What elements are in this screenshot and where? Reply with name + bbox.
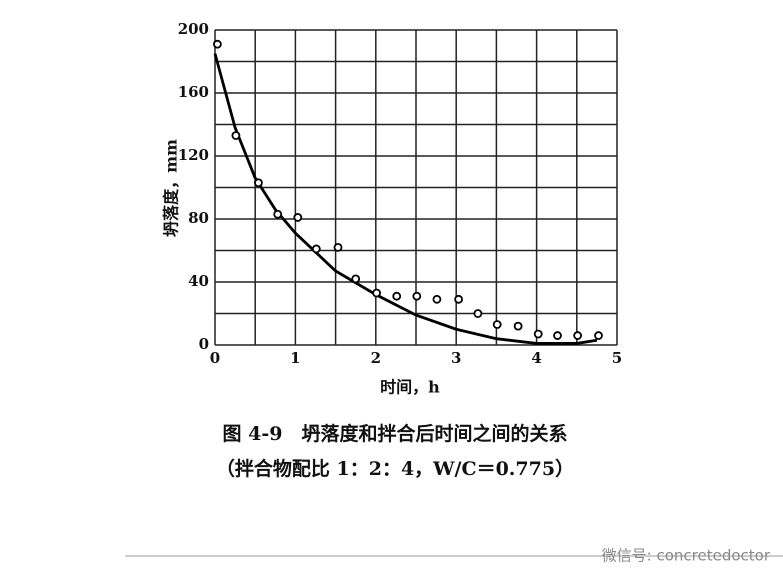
data-point — [351, 274, 361, 284]
y-tick-label: 160 — [178, 83, 209, 101]
data-point — [594, 331, 603, 340]
y-tick-label: 80 — [188, 209, 209, 227]
y-tick-label: 0 — [199, 335, 209, 353]
x-tick-label: 1 — [290, 349, 300, 367]
data-point — [372, 288, 382, 298]
y-tick-label: 120 — [178, 146, 209, 164]
data-point — [473, 309, 483, 318]
fit-curve — [213, 53, 598, 345]
data-point — [392, 291, 402, 301]
y-tick-label: 200 — [178, 20, 209, 38]
data-point — [333, 242, 343, 252]
y-tick-label: 40 — [188, 272, 209, 290]
subcaption: （拌合物配比 1：2：4，W/C＝0.775） — [216, 457, 574, 480]
data-point — [513, 321, 523, 331]
x-tick-label: 5 — [612, 349, 622, 367]
data-point — [573, 331, 583, 340]
x-tick-label: 2 — [371, 349, 381, 367]
data-point — [273, 209, 283, 219]
data-point — [311, 244, 321, 254]
watermark: 微信号: concretedoctor — [602, 547, 771, 565]
data-point — [293, 213, 303, 222]
x-tick-label: 0 — [210, 349, 220, 367]
data-point — [553, 331, 562, 340]
data-point — [432, 294, 442, 304]
caption: 图 4-9 坍落度和拌合后时间之间的关系 — [223, 422, 568, 445]
x-axis-label: 时间，h — [380, 378, 440, 397]
data-point — [492, 320, 502, 329]
data-point — [213, 39, 222, 49]
x-tick-label: 3 — [451, 349, 461, 367]
data-point — [231, 131, 241, 140]
y-axis-label: 坍落度，mm — [162, 139, 181, 237]
data-point — [254, 178, 263, 188]
data-point — [412, 291, 422, 301]
data-point — [454, 294, 464, 304]
data-point — [533, 329, 543, 339]
x-tick-label: 4 — [531, 349, 541, 367]
